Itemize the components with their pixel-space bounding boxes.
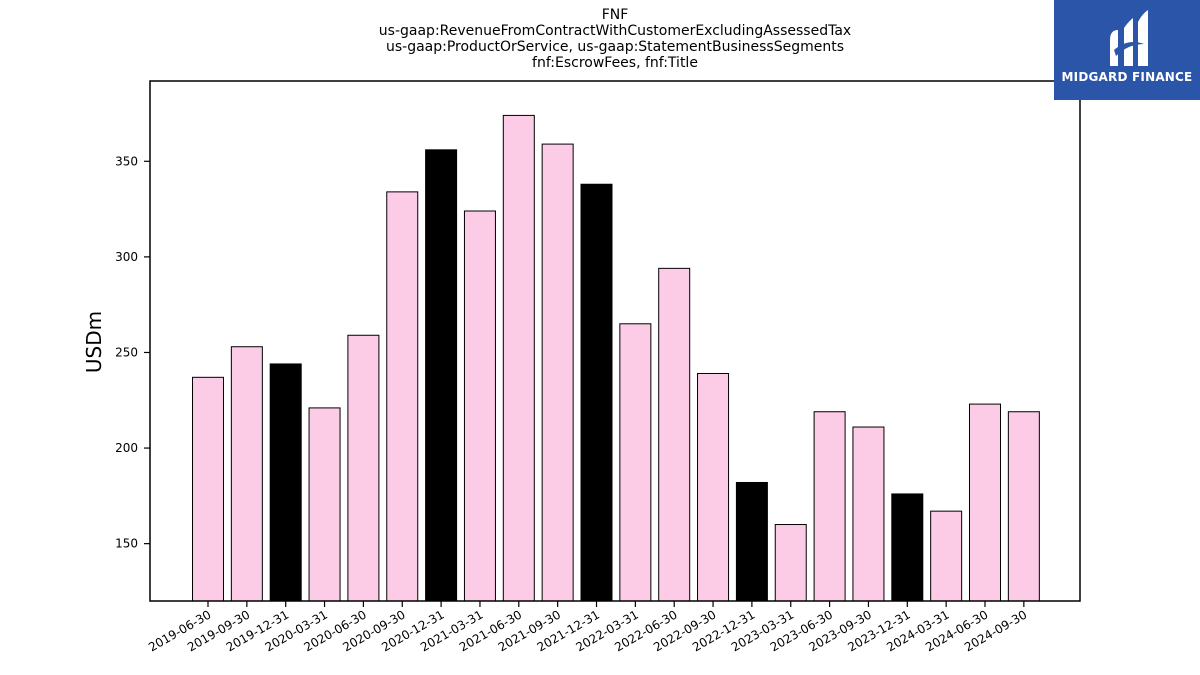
bar-2019-09-30 xyxy=(230,346,263,602)
x-axis: 2019-06-302019-09-302019-12-312020-03-31… xyxy=(146,601,1029,654)
bars-group xyxy=(192,114,1040,602)
y-tick-label: 250 xyxy=(115,345,138,359)
y-tick-label: 300 xyxy=(115,250,138,264)
y-tick-label: 150 xyxy=(115,537,138,551)
bar-2020-03-31 xyxy=(308,407,341,602)
bar-2020-12-31 xyxy=(425,149,458,602)
logo-mark-icon xyxy=(1110,10,1148,66)
bar-2020-09-30 xyxy=(386,191,419,602)
midgard-finance-logo: MIDGARD FINANCE xyxy=(1054,0,1200,100)
logo-text: MIDGARD FINANCE xyxy=(1061,70,1193,84)
bar-2023-09-30 xyxy=(852,426,885,602)
bar-2022-12-31 xyxy=(735,481,768,602)
bar-2023-12-31 xyxy=(891,493,924,602)
bar-2019-06-30 xyxy=(192,376,224,602)
bar-2022-03-31 xyxy=(619,323,652,602)
bar-2022-09-30 xyxy=(697,373,730,602)
bar-2020-06-30 xyxy=(347,334,380,602)
y-tick-label: 350 xyxy=(115,154,138,168)
title-line-2: us-gaap:RevenueFromContractWithCustomerE… xyxy=(378,23,852,39)
y-axis: 150 200 250 300 350 xyxy=(115,154,150,551)
plot-frame xyxy=(149,80,1081,602)
bar-2024-06-30 xyxy=(969,403,1001,602)
chart-title: FNF us-gaap:RevenueFromContractWithCusto… xyxy=(150,7,1080,71)
bar-2021-06-30 xyxy=(502,114,535,602)
bar-2022-06-30 xyxy=(658,267,691,602)
title-line-3: us-gaap:ProductOrService, us-gaap:Statem… xyxy=(385,39,844,55)
y-axis-label: USDm xyxy=(82,311,106,373)
title-line-4: fnf:EscrowFees, fnf:Title xyxy=(532,55,698,71)
title-line-1: FNF xyxy=(601,7,629,23)
bar-2024-09-30 xyxy=(1007,411,1040,602)
bar-2021-09-30 xyxy=(541,143,574,602)
bar-2021-12-31 xyxy=(580,183,613,602)
bar-2023-03-31 xyxy=(774,524,807,602)
bar-2019-12-31 xyxy=(269,363,302,602)
y-tick-label: 200 xyxy=(115,441,138,455)
bar-2021-03-31 xyxy=(463,210,496,602)
bar-2024-03-31 xyxy=(930,510,963,602)
bar-2023-06-30 xyxy=(813,411,846,602)
